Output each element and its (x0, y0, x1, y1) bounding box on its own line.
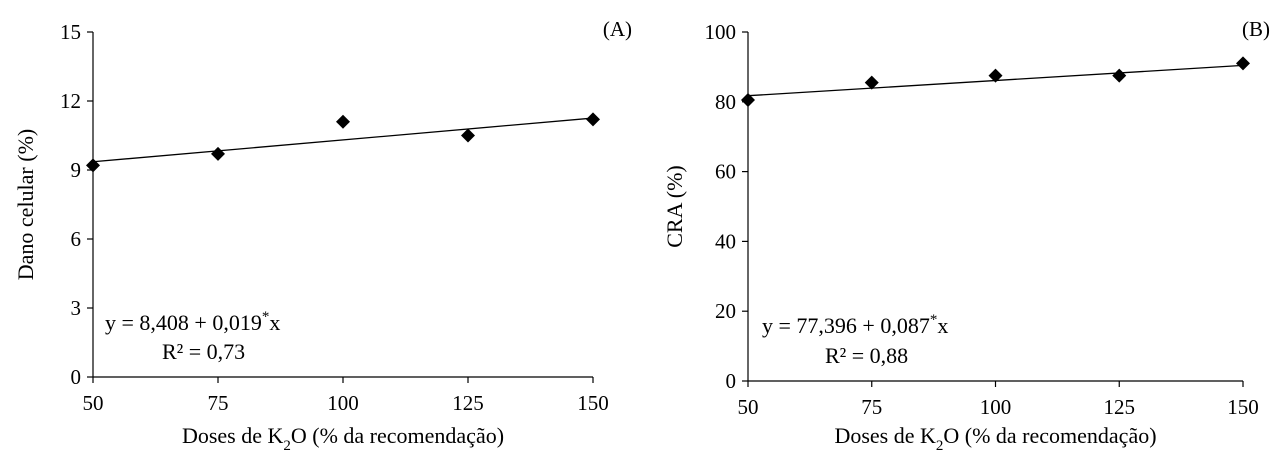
x-tick-label: 100 (980, 395, 1012, 419)
y-tick-label: 0 (71, 365, 82, 389)
y-tick-label: 60 (715, 160, 736, 184)
data-point (461, 128, 475, 143)
data-point (1236, 56, 1250, 71)
r-squared-label: R² = 0,73 (162, 339, 245, 364)
y-tick-label: 80 (715, 90, 736, 114)
equation-superscript: * (262, 309, 270, 325)
data-point (211, 146, 225, 161)
y-tick-label: 12 (60, 89, 81, 113)
chart-panel-b: 0 20 40 60 80 100 50 75 100 125 150 (B) y = 77,396 +… (662, 17, 1270, 450)
x-axis-label-text: Doses de K (182, 423, 284, 448)
y-tick-label: 3 (71, 296, 82, 320)
x-axis-label: Doses de K2O (% da recomendação) (834, 423, 1156, 450)
x-axis-label-subscript: 2 (936, 438, 944, 450)
data-point (586, 112, 600, 127)
x-axis-label-rest: O (% da recomendação) (943, 423, 1156, 448)
y-tick-label: 9 (71, 158, 82, 182)
data-point (741, 93, 755, 108)
x-tick-label: 150 (577, 391, 609, 415)
data-point (86, 158, 100, 173)
regression-equation: y = 8,408 + 0,019*x (105, 309, 280, 335)
x-axis-label-text: Doses de K (834, 423, 936, 448)
data-point (336, 114, 350, 129)
regression-equation: y = 77,396 + 0,087*x (762, 312, 948, 338)
equation-tail: x (269, 310, 280, 335)
x-axis-label-rest: O (% da recomendação) (291, 423, 504, 448)
equation-superscript: * (930, 312, 938, 328)
trendline (92, 117, 594, 163)
y-axis-label: Dano celular (%) (13, 129, 38, 280)
x-tick-label: 50 (83, 391, 104, 415)
x-axis-label: Doses de K2O (% da recomendação) (182, 423, 504, 450)
x-tick-label: 50 (738, 395, 759, 419)
panel-label-b: (B) (1242, 17, 1270, 41)
data-point (1112, 68, 1127, 83)
equation-main: y = 8,408 + 0,019 (105, 310, 262, 335)
x-axis-label-subscript: 2 (283, 438, 291, 450)
equation-main: y = 77,396 + 0,087 (762, 313, 930, 338)
y-tick-label: 6 (71, 227, 82, 251)
y-tick-label: 40 (715, 229, 736, 253)
r-squared-label: R² = 0,88 (825, 343, 908, 368)
y-tick-label: 15 (60, 20, 81, 44)
panel-label-a: (A) (603, 17, 632, 41)
equation-tail: x (937, 313, 948, 338)
x-tick-label: 75 (208, 391, 229, 415)
x-tick-label: 100 (327, 391, 359, 415)
y-tick-label: 0 (726, 369, 737, 393)
y-tick-label: 20 (715, 299, 736, 323)
x-tick-label: 150 (1227, 395, 1259, 419)
chart-panel-a: 0 3 6 9 12 15 50 75 100 125 150 (A) y = 8,408 + 0,01… (13, 17, 632, 450)
y-axis-label: CRA (%) (662, 165, 687, 248)
data-point (988, 68, 1003, 83)
x-tick-label: 75 (861, 395, 882, 419)
x-tick-label: 125 (452, 391, 484, 415)
x-tick-label: 125 (1104, 395, 1136, 419)
data-point (864, 75, 879, 90)
y-tick-label: 100 (705, 20, 737, 44)
